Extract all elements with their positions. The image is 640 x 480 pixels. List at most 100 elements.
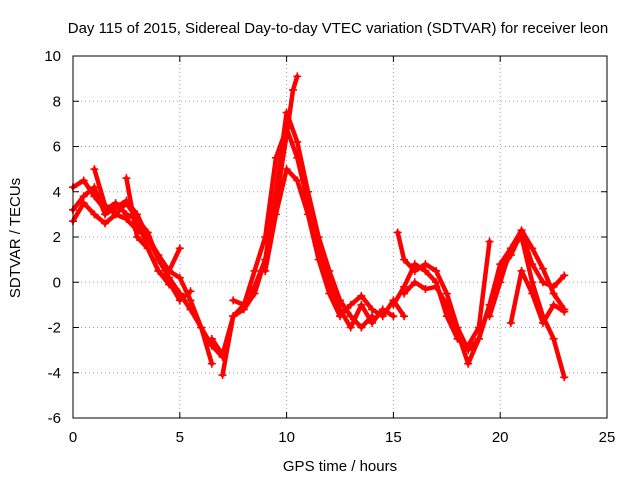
y-tick-label: -6	[48, 410, 61, 427]
data-point	[517, 233, 526, 241]
data-point	[175, 273, 184, 282]
data-point	[549, 300, 558, 309]
data-point	[421, 285, 430, 294]
data-point	[154, 266, 163, 275]
data-point	[197, 323, 206, 332]
data-point	[101, 201, 110, 210]
data-point	[368, 318, 377, 327]
series-sat-h	[229, 124, 398, 332]
x-tick-label: 25	[599, 429, 616, 446]
data-point	[538, 278, 547, 287]
data-point	[186, 296, 195, 305]
series-sat-e	[122, 174, 195, 305]
data-point	[421, 266, 430, 275]
data-point	[143, 233, 152, 241]
data-point	[538, 318, 547, 327]
series-trace	[401, 227, 567, 366]
data-point	[368, 305, 377, 314]
data-point	[79, 176, 88, 185]
data-point	[528, 244, 537, 253]
data-point	[79, 192, 88, 201]
chart-title: Day 115 of 2015, Sidereal Day-to-day VTE…	[68, 20, 609, 37]
data-point	[378, 312, 387, 321]
x-tick-label: 20	[492, 429, 509, 446]
data-point	[357, 291, 366, 300]
data-point	[314, 255, 323, 264]
x-tick-label: 0	[69, 429, 77, 446]
data-point	[410, 260, 419, 269]
data-point	[400, 255, 409, 264]
data-point	[289, 85, 298, 94]
data-point	[229, 296, 238, 305]
data-point	[101, 210, 110, 219]
data-point	[389, 300, 398, 309]
data-point	[175, 296, 184, 305]
data-point	[346, 323, 355, 332]
data-point	[453, 334, 462, 343]
data-point	[464, 359, 473, 368]
data-point	[101, 219, 110, 228]
data-point	[346, 300, 355, 309]
data-point	[122, 214, 131, 223]
data-points	[69, 72, 569, 382]
data-point	[393, 228, 402, 237]
y-tick-label: 6	[53, 139, 61, 156]
data-point	[175, 244, 184, 253]
data-point	[143, 244, 152, 253]
data-point	[474, 334, 483, 343]
data-point	[517, 266, 526, 275]
series-trace	[262, 166, 407, 319]
data-point	[506, 318, 515, 327]
y-tick-label: -2	[48, 320, 61, 337]
data-point	[239, 300, 248, 309]
data-point	[400, 282, 409, 291]
data-point	[90, 183, 99, 192]
x-tick-label: 5	[176, 429, 184, 446]
data-point	[389, 312, 398, 321]
data-point	[282, 124, 291, 133]
data-point	[517, 226, 526, 235]
data-point	[496, 260, 505, 269]
x-tick-label: 15	[385, 429, 402, 446]
data-point	[282, 165, 291, 174]
data-point	[293, 153, 302, 162]
data-point	[261, 266, 270, 275]
data-point	[186, 305, 195, 314]
data-point	[474, 323, 483, 332]
data-point	[90, 210, 99, 219]
data-point	[111, 203, 120, 212]
data-point	[506, 244, 515, 253]
series-trace	[230, 126, 396, 330]
data-point	[538, 264, 547, 273]
series-trace	[391, 239, 492, 348]
data-point	[293, 137, 302, 146]
data-point	[442, 312, 451, 321]
data-point	[528, 278, 537, 287]
y-tick-label: 4	[53, 184, 61, 201]
data-point	[154, 251, 163, 260]
data-point	[218, 371, 227, 380]
x-axis-label: GPS time / hours	[283, 458, 397, 475]
series-sat-g	[218, 108, 377, 380]
data-point	[271, 210, 280, 219]
series-trace	[70, 184, 215, 366]
data-point	[165, 278, 174, 287]
x-tick-label: 10	[278, 429, 295, 446]
axis-ticks: 0 5 10 15 20 25 -6 -4 -2 0 2 4 6 8 10	[44, 48, 615, 446]
y-tick-label: 8	[53, 93, 61, 110]
data-point	[432, 278, 441, 287]
series-sat-l	[389, 237, 494, 350]
data-point	[421, 260, 430, 269]
data-point	[560, 373, 569, 382]
data-point	[165, 266, 174, 275]
y-axis-label: SDTVAR / TECUs	[7, 178, 24, 298]
data-point	[271, 153, 280, 162]
data-point	[432, 266, 441, 275]
data-point	[400, 312, 409, 321]
data-point	[261, 233, 270, 241]
data-point	[336, 312, 344, 321]
data-point	[357, 300, 366, 309]
data-point	[90, 165, 99, 174]
data-point	[485, 237, 494, 246]
